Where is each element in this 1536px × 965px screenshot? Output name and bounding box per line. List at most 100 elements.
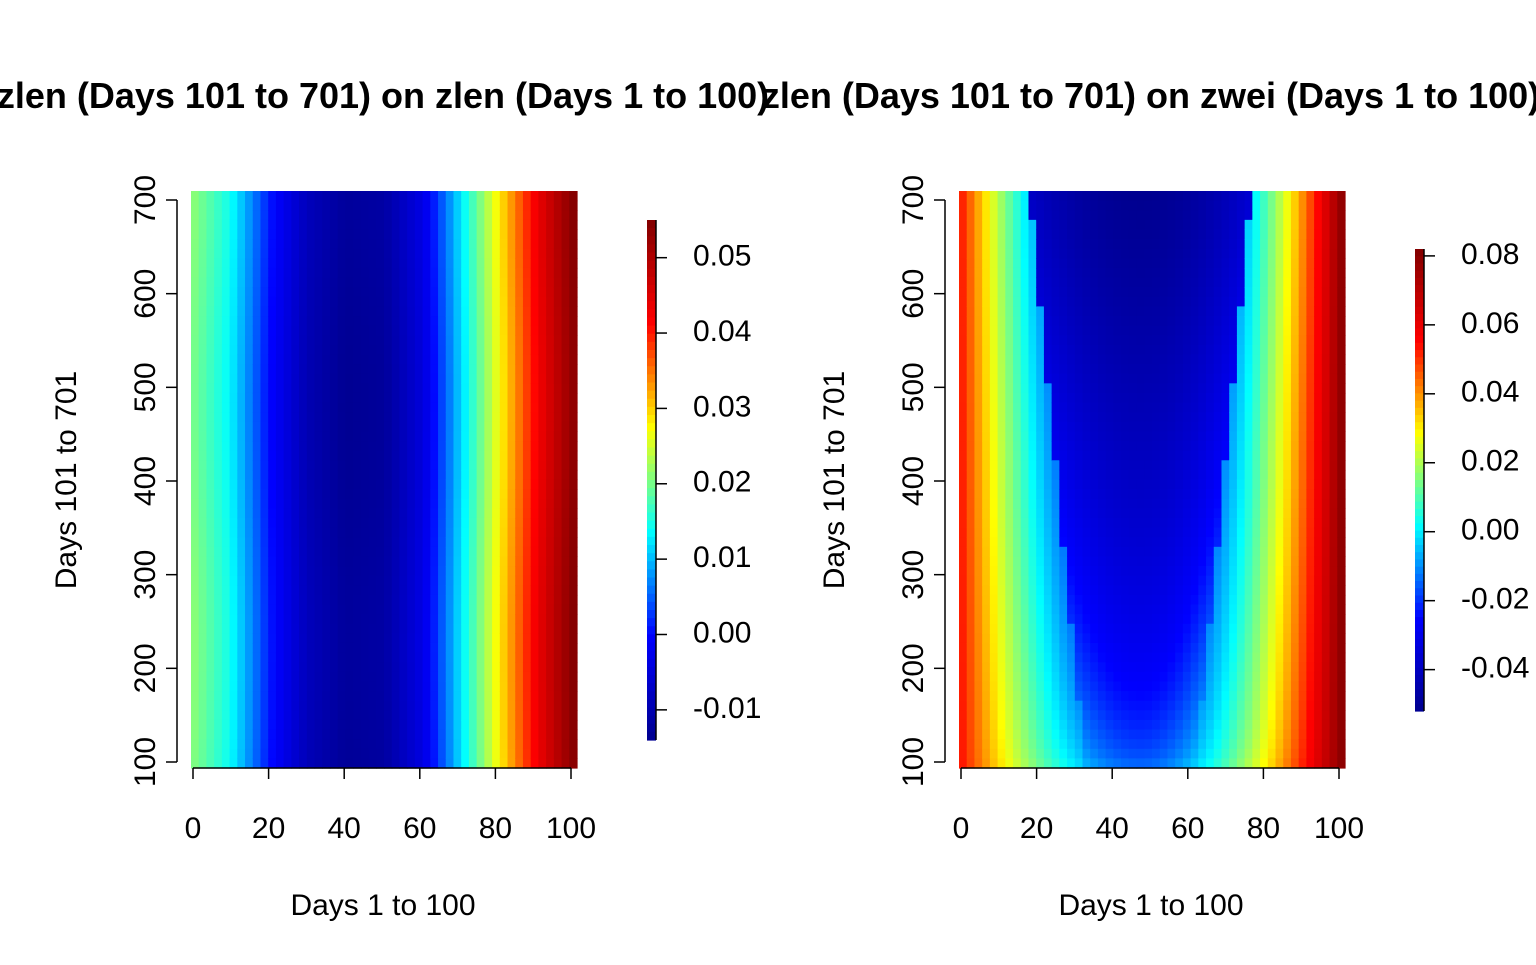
heatmap-cell (515, 653, 523, 663)
heatmap-cell (461, 681, 469, 691)
heatmap-cell (974, 537, 982, 547)
heatmap-cell (1075, 480, 1083, 490)
heatmap-cell (191, 364, 199, 374)
heatmap-cell (1067, 643, 1075, 653)
heatmap-cell (990, 278, 998, 288)
heatmap-cell (222, 345, 230, 355)
heatmap-cell (469, 287, 477, 297)
heatmap-cell (191, 537, 199, 547)
heatmap-cell (291, 528, 299, 538)
heatmap-cell (453, 268, 461, 278)
heatmap-cell (315, 749, 323, 759)
heatmap-cell (353, 441, 361, 451)
heatmap-cell (253, 460, 261, 470)
heatmap-cell (1098, 431, 1106, 441)
heatmap-cell (407, 566, 415, 576)
heatmap-cell (253, 739, 261, 749)
heatmap-cell (1036, 383, 1044, 393)
heatmap-cell (461, 605, 469, 615)
heatmap-cell (361, 326, 369, 336)
heatmap-cell (345, 710, 353, 720)
heatmap-cell (322, 383, 330, 393)
heatmap-cell (438, 758, 446, 768)
heatmap-cell (484, 335, 492, 345)
heatmap-cell (1113, 595, 1121, 605)
heatmap-cell (260, 403, 268, 413)
heatmap-cell (508, 412, 516, 422)
heatmap-cell (569, 730, 577, 740)
heatmap-cell (569, 460, 577, 470)
heatmap-cell (1036, 576, 1044, 586)
heatmap-cell (199, 278, 207, 288)
heatmap-cell (1152, 499, 1160, 509)
heatmap-cell (531, 508, 539, 518)
heatmap-cell (500, 403, 508, 413)
heatmap-cell (1121, 460, 1129, 470)
heatmap-cell (1013, 422, 1021, 432)
heatmap-cell (1137, 614, 1145, 624)
heatmap-cell (531, 547, 539, 557)
heatmap-cell (322, 287, 330, 297)
heatmap-cell (199, 258, 207, 268)
heatmap-cell (191, 345, 199, 355)
heatmap-cell (191, 758, 199, 768)
heatmap-cell (546, 758, 554, 768)
heatmap-cell (531, 653, 539, 663)
heatmap-cell (199, 470, 207, 480)
heatmap-cell (369, 614, 377, 624)
heatmap-cell (268, 268, 276, 278)
heatmap-cell (990, 720, 998, 730)
heatmap-cell (523, 653, 531, 663)
heatmap-cell (214, 691, 222, 701)
heatmap-cell (446, 499, 454, 509)
heatmap-cell (477, 278, 485, 288)
heatmap-cell (399, 489, 407, 499)
heatmap-cell (1160, 210, 1168, 220)
heatmap-cell (1113, 730, 1121, 740)
heatmap-cell (430, 249, 438, 259)
heatmap-cell (322, 210, 330, 220)
heatmap-cell (974, 460, 982, 470)
heatmap-cell (276, 201, 284, 211)
heatmap-cell (1075, 576, 1083, 586)
heatmap-cell (1106, 547, 1114, 557)
heatmap-cell (531, 662, 539, 672)
heatmap-cell (1113, 364, 1121, 374)
heatmap-cell (330, 576, 338, 586)
heatmap-cell (1036, 316, 1044, 326)
heatmap-cell (315, 518, 323, 528)
heatmap-cell (1191, 614, 1199, 624)
heatmap-cell (523, 518, 531, 528)
heatmap-cell (982, 383, 990, 393)
heatmap-cell (1183, 480, 1191, 490)
heatmap-cell (369, 758, 377, 768)
heatmap-cell (353, 470, 361, 480)
heatmap-cell (959, 306, 967, 316)
heatmap-cell (967, 749, 975, 759)
heatmap-cell (191, 403, 199, 413)
heatmap-cell (399, 229, 407, 239)
heatmap-cell (268, 595, 276, 605)
heatmap-cell (461, 528, 469, 538)
heatmap-cell (1160, 662, 1168, 672)
heatmap-cell (484, 258, 492, 268)
heatmap-cell (260, 393, 268, 403)
heatmap-cell (253, 258, 261, 268)
heatmap-cell (245, 316, 253, 326)
heatmap-cell (222, 480, 230, 490)
heatmap-cell (1129, 730, 1137, 740)
heatmap-cell (237, 730, 245, 740)
heatmap-cell (492, 653, 500, 663)
heatmap-cell (453, 624, 461, 634)
heatmap-cell (1013, 605, 1021, 615)
heatmap-cell (500, 460, 508, 470)
heatmap-cell (967, 499, 975, 509)
heatmap-cell (230, 585, 238, 595)
heatmap-cell (1028, 201, 1036, 211)
heatmap-cell (998, 239, 1006, 249)
heatmap-cell (191, 278, 199, 288)
colorbar-swatch (647, 431, 656, 440)
heatmap-cell (1167, 605, 1175, 615)
heatmap-cell (1059, 191, 1067, 201)
heatmap-cell (1137, 191, 1145, 201)
